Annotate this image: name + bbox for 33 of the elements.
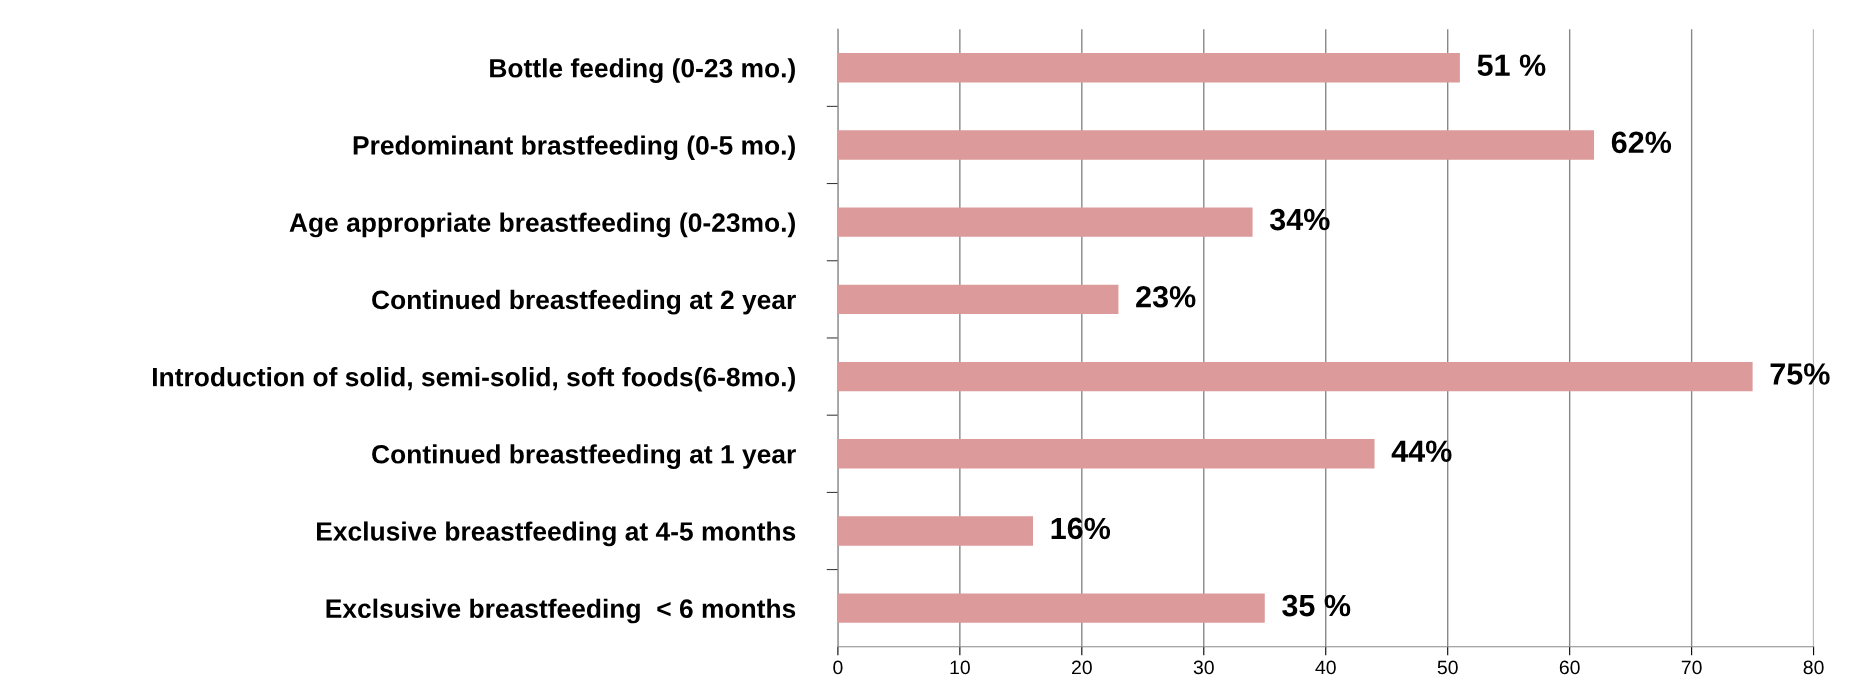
y-tick-label: Introduction of solid, semi-solid, soft foods(6-8mo.) <box>153 367 795 392</box>
data-label: 75% <box>1770 363 1830 385</box>
y-tick-label: Bottle feeding (0-23 mo.) <box>490 58 795 83</box>
y-tick-label: Continued breastfeeding at 1 year <box>372 444 796 469</box>
bar <box>837 593 1265 623</box>
y-tick-label: Continued breastfeeding at 2 year <box>372 289 796 315</box>
data-label: 51 % <box>1477 54 1546 76</box>
bar <box>837 130 1595 160</box>
x-tick-label: 70 <box>1681 660 1702 675</box>
y-tick-label: Exclsusive breastfeeding < 6 months <box>326 598 796 624</box>
bar <box>837 516 1034 546</box>
data-label: 44% <box>1391 440 1452 462</box>
data-label: 34% <box>1269 208 1330 231</box>
x-tick-label: 0 <box>833 660 843 675</box>
x-tick-label: 10 <box>950 660 970 675</box>
bar <box>837 439 1375 469</box>
bar <box>837 284 1119 315</box>
bar <box>837 53 1460 83</box>
x-tick-label: 20 <box>1071 660 1092 675</box>
y-tick-label: Predominant brastfeeding (0-5 mo.) <box>353 135 795 161</box>
data-label: 23% <box>1136 285 1196 308</box>
x-tick-label: 40 <box>1315 660 1336 675</box>
x-tick-label: 30 <box>1193 660 1214 675</box>
x-tick-label: 60 <box>1559 660 1580 675</box>
data-label: 62% <box>1611 131 1672 154</box>
x-tick-label: 80 <box>1803 660 1824 675</box>
y-tick-label: Age appropriate breastfeeding (0-23mo.) <box>289 212 795 238</box>
data-label: 16% <box>1051 517 1111 540</box>
bar <box>837 207 1253 237</box>
x-tick-label: 50 <box>1437 660 1458 675</box>
y-tick-label: Exclusive breastfeeding at 4-5 months <box>317 521 796 547</box>
data-label: 35 % <box>1282 594 1351 617</box>
bar <box>837 361 1753 392</box>
